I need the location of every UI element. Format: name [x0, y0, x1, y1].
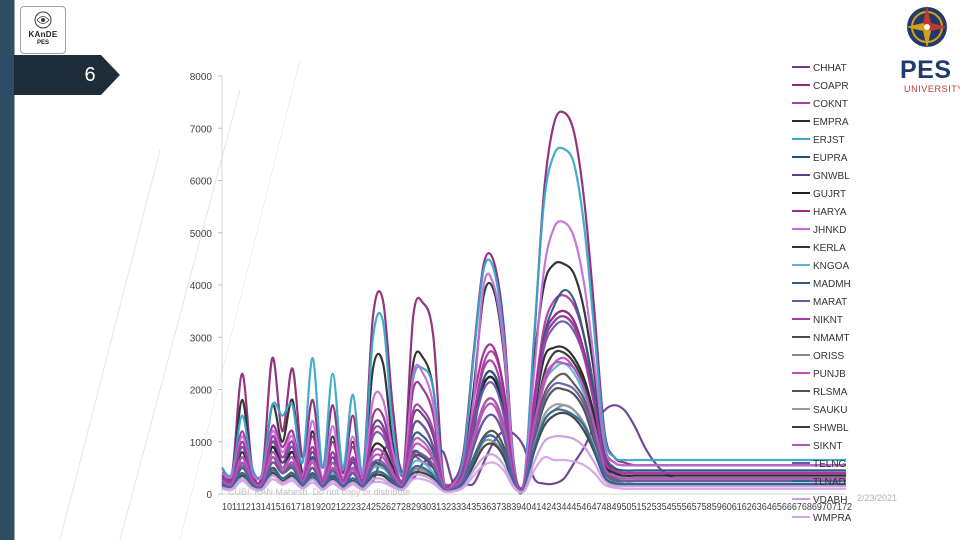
- legend-label-nmamt: NMAMT: [813, 333, 850, 344]
- kande-crest-icon: [34, 11, 52, 29]
- legend-label-kngoa: KNGOA: [813, 261, 849, 272]
- legend-label-jhnkd: JHNKD: [813, 225, 846, 236]
- series-line-jhnkd: [221, 220, 846, 493]
- legend-label-siknt: SIKNT: [813, 441, 842, 452]
- legend-label-erjst: ERJST: [813, 135, 845, 146]
- legend-label-coapr: COAPR: [813, 81, 849, 92]
- legend-label-gujrt: GUJRT: [813, 189, 846, 200]
- legend-label-sauku: SAUKU: [813, 405, 847, 416]
- legend-label-madmh: MADMH: [813, 279, 851, 290]
- kande-logo: KAnDE PES: [20, 6, 66, 54]
- legend-label-marat: MARAT: [813, 297, 847, 308]
- left-accent-band: [0, 0, 14, 540]
- slide-number-arrow: [14, 55, 120, 95]
- pes-university-logo: PES UNIVERSITY: [896, 2, 960, 98]
- legend-label-gnwbl: GNWBL: [813, 171, 850, 182]
- legend-label-harya: HARYA: [813, 207, 847, 218]
- y-tick-label: 1000: [190, 438, 213, 449]
- legend-label-telng: TELNG: [813, 459, 847, 470]
- y-tick-label: 0: [206, 490, 212, 501]
- pes-compass-emblem-icon: [906, 6, 948, 48]
- legend-label-oriss: ORISS: [813, 351, 844, 362]
- series-line-telng: [221, 381, 846, 493]
- legend-label-coknt: COKNT: [813, 99, 848, 110]
- legend-label-niknt: NIKNT: [813, 315, 843, 326]
- x-tick-labels: 1011121314151617181920212223242526272829…: [222, 502, 852, 513]
- y-tick-label: 8000: [190, 72, 213, 83]
- series-line-niknt: [221, 315, 846, 493]
- legend-label-tlnad: TLNAD: [813, 477, 846, 488]
- y-tick-label: 3000: [190, 333, 213, 344]
- pes-wordmark: PES: [900, 56, 952, 84]
- legend-label-eupra: EUPRA: [813, 153, 848, 164]
- slide-date: 2/23/2021: [857, 493, 898, 503]
- y-tick-label: 5000: [190, 229, 213, 240]
- legend-label-shwbl: SHWBL: [813, 423, 849, 434]
- legend-label-wmpra: WMPRA: [813, 513, 852, 524]
- series-line-siknt: [221, 360, 846, 492]
- y-tick-label: 2000: [190, 386, 213, 397]
- kande-logo-subtext: PES: [36, 40, 49, 46]
- slide-number: 6: [84, 64, 96, 86]
- series-line-wmpra: [221, 455, 846, 494]
- university-wordmark: UNIVERSITY: [904, 84, 960, 94]
- y-tick-label: 7000: [190, 124, 213, 135]
- legend-label-chhat: CHHAT: [813, 63, 847, 74]
- legend-label-punjb: PUNJB: [813, 369, 846, 380]
- legend-label-empra: EMPRA: [813, 117, 849, 128]
- legend-label-vdabh: VDABH: [813, 495, 847, 506]
- y-tick-label: 6000: [190, 177, 213, 188]
- legend-label-kerla: KERLA: [813, 243, 846, 254]
- y-tick-label: 4000: [190, 281, 213, 292]
- kande-logo-text: KAnDE: [28, 30, 58, 39]
- legend-label-rlsma: RLSMA: [813, 387, 848, 398]
- slide-footer-text: CUBI. KAN Mahesh. Do not copy or distrib…: [228, 487, 411, 497]
